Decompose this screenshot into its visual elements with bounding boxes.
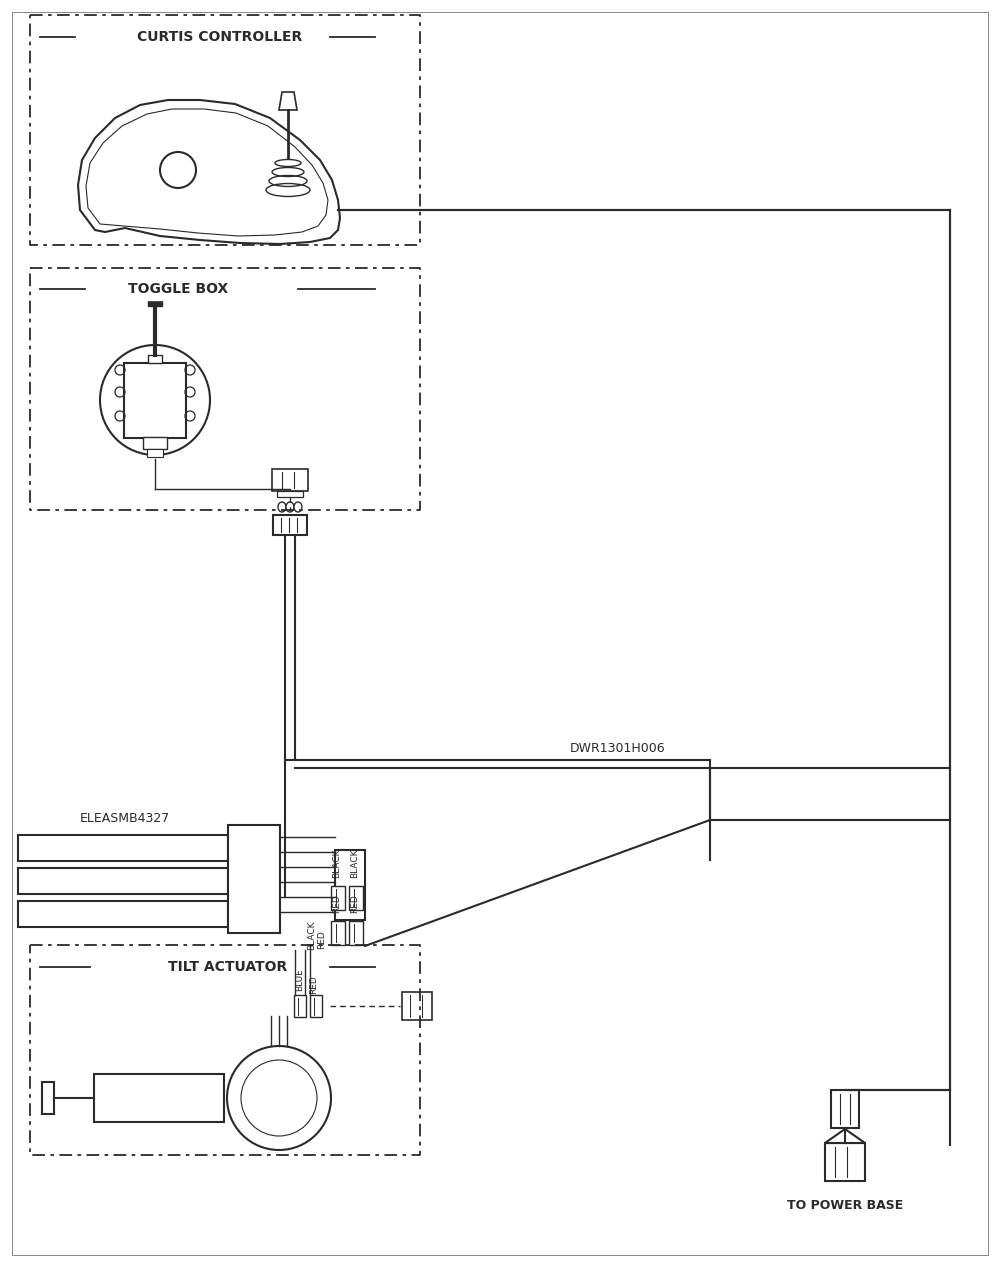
Bar (349, 921, 363, 945)
Bar (148, 290, 162, 307)
Text: DWR1301H006: DWR1301H006 (570, 741, 666, 755)
Bar (147, 449, 163, 457)
Bar (228, 825, 280, 933)
Bar (310, 995, 322, 1017)
Bar (294, 995, 306, 1017)
Bar (42, 1082, 54, 1114)
Bar (402, 992, 432, 1020)
Text: TILT ACTUATOR: TILT ACTUATOR (168, 960, 288, 974)
Bar (825, 1143, 865, 1181)
Bar (124, 364, 186, 438)
Text: TOGGLE BOX: TOGGLE BOX (128, 283, 228, 296)
Text: RED: RED (310, 976, 318, 995)
Text: BLUE: BLUE (296, 969, 304, 991)
Bar (143, 437, 167, 449)
Bar (335, 850, 365, 920)
Text: BLACK: BLACK (351, 849, 360, 878)
Ellipse shape (278, 502, 286, 512)
Bar (349, 886, 363, 910)
Ellipse shape (294, 502, 302, 512)
Bar (94, 1074, 224, 1123)
Text: CURTIS CONTROLLER: CURTIS CONTROLLER (137, 30, 303, 44)
Text: RED: RED (332, 895, 342, 914)
Bar (277, 492, 303, 497)
Polygon shape (825, 1129, 865, 1143)
Text: RED: RED (318, 931, 326, 949)
Text: BLACK: BLACK (308, 920, 316, 950)
Text: TO POWER BASE: TO POWER BASE (787, 1199, 903, 1213)
Bar (331, 921, 345, 945)
Text: ELEASMB4327: ELEASMB4327 (80, 811, 170, 825)
Text: BLACK: BLACK (332, 849, 342, 878)
Circle shape (227, 1047, 331, 1150)
Bar (331, 886, 345, 910)
Text: RED: RED (351, 895, 360, 914)
Bar (831, 1090, 859, 1128)
Bar (18, 835, 228, 862)
Bar (18, 868, 228, 895)
Bar (272, 469, 308, 492)
Bar (273, 514, 307, 535)
Bar (18, 901, 228, 927)
Bar (148, 355, 162, 364)
Ellipse shape (286, 502, 294, 512)
